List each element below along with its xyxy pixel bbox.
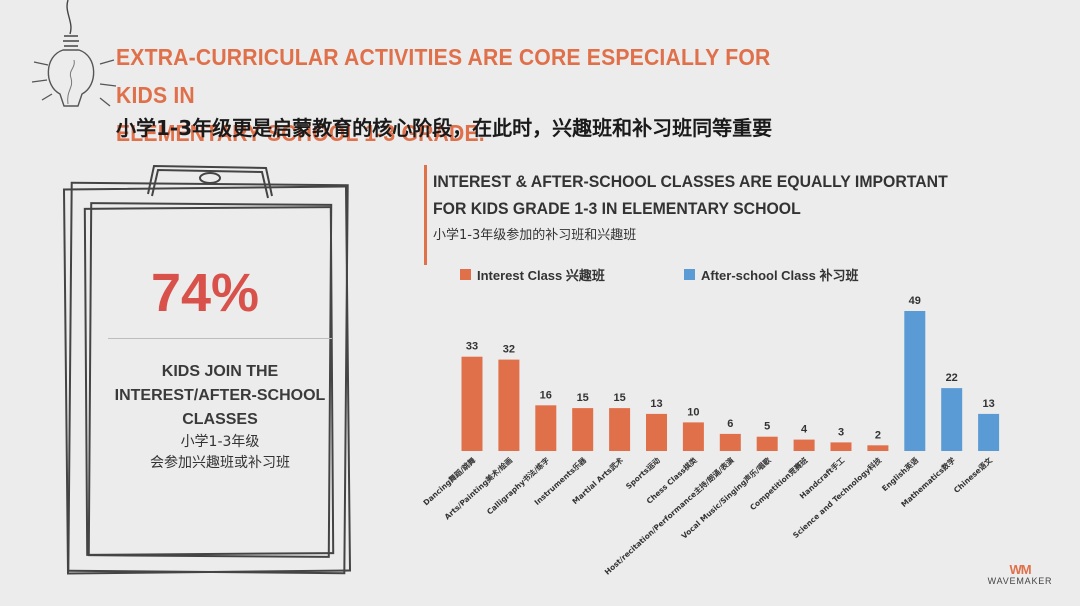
legend-label-after-school: After-school Class 补习班 xyxy=(701,268,859,283)
x-tick-label-7: Host/recitation/Performance主持/朗诵/表演 xyxy=(602,455,736,577)
bar-value-label-8: 5 xyxy=(764,421,770,433)
bar-value-label-3: 15 xyxy=(577,392,589,404)
bar-13 xyxy=(941,388,963,451)
bar-value-label-4: 15 xyxy=(613,392,625,404)
headline-percent: 74% xyxy=(150,263,260,323)
board-caption-cn: 小学1-3年级 会参加兴趣班或补习班 xyxy=(100,432,340,474)
x-tick-label-12: English英语 xyxy=(879,455,920,493)
bar-value-label-14: 13 xyxy=(982,398,994,410)
chart-title-line1: INTEREST & AFTER-SCHOOL CLASSES ARE EQUA… xyxy=(433,172,948,191)
bar-value-label-10: 3 xyxy=(838,426,844,438)
board-caption-line3: CLASSES xyxy=(182,411,258,428)
bar-7 xyxy=(719,433,741,451)
x-tick-label-2: Calligraphy书法/练字 xyxy=(484,455,551,517)
board-caption-cn-line1: 小学1-3年级 xyxy=(180,434,260,450)
legend-label-interest: Interest Class 兴趣班 xyxy=(477,268,605,283)
bar-10 xyxy=(830,442,852,451)
bar-value-label-12: 49 xyxy=(909,295,921,307)
chart-title-accent-bar xyxy=(424,165,427,265)
bar-value-label-0: 33 xyxy=(466,341,478,353)
bar-8 xyxy=(756,436,778,451)
page-title-line1: EXTRA-CURRICULAR ACTIVITIES ARE CORE ESP… xyxy=(116,44,771,108)
legend-after-school: After-school Class 补习班 xyxy=(684,265,858,284)
board-caption: KIDS JOIN THE INTEREST/AFTER-SCHOOL CLAS… xyxy=(100,360,340,432)
bar-11 xyxy=(867,445,889,451)
bar-value-label-5: 13 xyxy=(650,398,662,410)
bar-2 xyxy=(535,405,557,451)
board-caption-line1: KIDS JOIN THE xyxy=(161,363,279,380)
logo-mark: WM xyxy=(1009,562,1031,577)
legend-swatch-after-school xyxy=(684,269,695,280)
bar-value-label-2: 16 xyxy=(540,389,552,401)
board-caption-cn-line2: 会参加兴趣班或补习班 xyxy=(150,455,290,471)
bar-value-label-6: 10 xyxy=(687,406,699,418)
board-caption-line2: INTEREST/AFTER-SCHOOL xyxy=(114,387,326,404)
wavemaker-logo: WM WAVEMAKER xyxy=(980,562,1060,586)
legend-interest: Interest Class 兴趣班 xyxy=(460,265,605,284)
chart-title: INTEREST & AFTER-SCHOOL CLASSES ARE EQUA… xyxy=(433,168,963,222)
bar-0 xyxy=(461,356,483,451)
legend-swatch-interest xyxy=(460,269,471,280)
bar-value-label-9: 4 xyxy=(801,424,808,436)
chart-title-line2: FOR KIDS GRADE 1-3 IN ELEMENTARY SCHOOL xyxy=(433,199,801,218)
x-tick-label-1: Arts/Painting美术/绘画 xyxy=(442,455,514,521)
bar-1 xyxy=(498,359,520,451)
bar-4 xyxy=(609,408,631,451)
bar-5 xyxy=(646,413,667,451)
page-subtitle-cn: 小学1-3年级更是启蒙教育的核心阶段，在此时，兴趣班和补习班同等重要 xyxy=(116,116,773,140)
page-title: EXTRA-CURRICULAR ACTIVITIES ARE CORE ESP… xyxy=(116,38,815,152)
bar-value-label-13: 22 xyxy=(946,372,958,384)
bar-6 xyxy=(682,422,704,451)
clipboard-frame xyxy=(62,164,352,575)
bar-12 xyxy=(904,311,926,451)
x-tick-label-14: Chinese语文 xyxy=(951,455,994,495)
board-divider xyxy=(108,338,332,339)
bar-value-label-7: 6 xyxy=(727,418,733,430)
bar-value-label-11: 2 xyxy=(875,429,881,441)
bar-value-label-1: 32 xyxy=(503,344,515,356)
bar-3 xyxy=(572,408,594,451)
logo-text: WAVEMAKER xyxy=(987,576,1053,586)
page-title-line2: ELEMENTARY SCHOOL 1-3 GRADE. xyxy=(116,120,485,146)
chart-subtitle-cn: 小学1-3年级参加的补习班和兴趣班 xyxy=(433,228,637,243)
light-bulb-icon xyxy=(31,0,117,107)
bar-9 xyxy=(793,439,815,451)
bar-14 xyxy=(978,413,1000,451)
x-tick-label-5: Sports运动 xyxy=(623,455,662,491)
